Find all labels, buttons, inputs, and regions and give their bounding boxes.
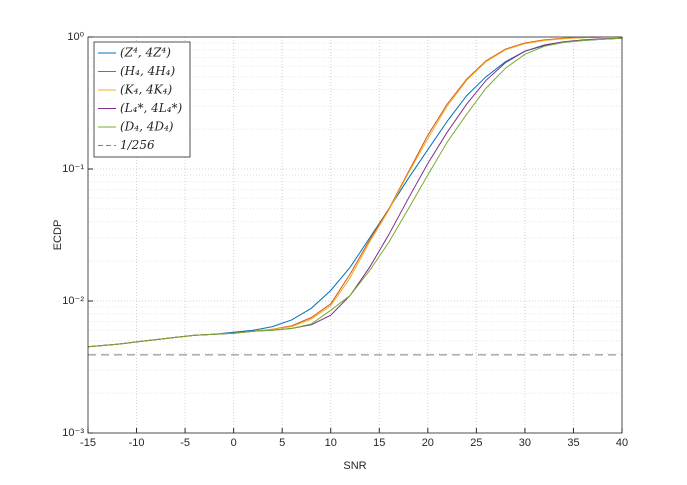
series-line: [87, 37, 623, 348]
x-tick-label: 0: [231, 437, 237, 449]
x-tick-label: -15: [80, 437, 96, 449]
x-tick-label: 25: [470, 437, 482, 449]
x-tick-label: 5: [279, 437, 285, 449]
legend-label: 1/256: [120, 138, 155, 152]
legend-label: (Z⁴, 4Z⁴): [120, 46, 171, 60]
legend-label: (K₄, 4K₄): [120, 83, 172, 97]
x-tick-label: 30: [519, 437, 531, 449]
x-axis-label: SNR: [343, 460, 366, 472]
legend-label: (D₄, 4D₄): [120, 120, 174, 134]
x-tick-label: 15: [373, 437, 385, 449]
y-tick-label: 10⁻³: [62, 427, 84, 439]
x-tick-label: 10: [325, 437, 337, 449]
x-tick-label: -10: [129, 437, 145, 449]
x-tick-label: 35: [567, 437, 579, 449]
legend-box: [93, 41, 191, 158]
y-tick-label: 10⁻²: [62, 295, 84, 307]
x-tick-label: 20: [422, 437, 434, 449]
x-tick-label: -5: [180, 437, 190, 449]
y-tick-label: 10⁻¹: [62, 163, 84, 175]
x-tick-label: 40: [616, 437, 628, 449]
plot-frame: [87, 36, 623, 434]
y-axis-label: ECDP: [52, 220, 64, 251]
y-tick-label: 10⁰: [67, 31, 84, 43]
legend-label: (L₄*, 4L₄*): [120, 101, 183, 115]
legend-label: (H₄, 4H₄): [120, 64, 175, 78]
